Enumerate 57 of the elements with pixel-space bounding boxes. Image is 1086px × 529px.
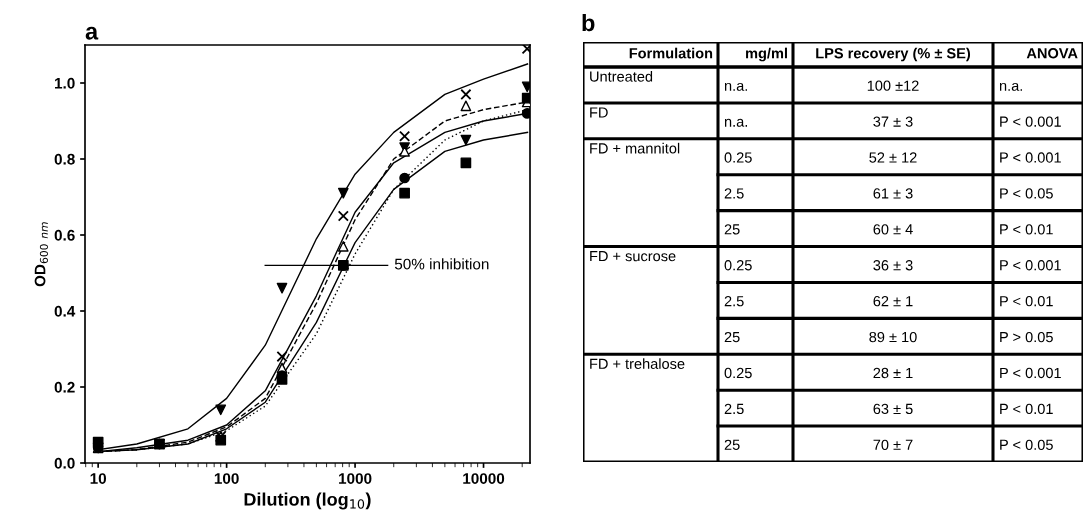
text: 37 ± 3 [873, 116, 913, 127]
text: P < 0.01 [1000, 224, 1053, 235]
text: FD + trehalose [590, 358, 685, 369]
y-tick-label: 0.0 [54, 457, 75, 469]
text: 28 ± 1 [873, 367, 913, 379]
text: n.a. [724, 82, 747, 91]
text: n.a. [999, 82, 1022, 91]
category-label: LPS recovery (% ± SE) [816, 47, 971, 62]
ref-line-label: 50% inhibition [394, 258, 489, 270]
text: P < 0.05 [1000, 439, 1053, 450]
x-tick-label: 10000 [463, 473, 505, 484]
text: FD [590, 107, 608, 118]
text: 89 ± 10 [869, 331, 917, 343]
text: P < 0.001 [1000, 116, 1061, 127]
text: 52 ± 12 [869, 152, 917, 163]
chart-title: a [85, 26, 99, 40]
text: P < 0.001 [1000, 367, 1061, 379]
text: 100 ±12 [867, 80, 919, 91]
text: 25 [724, 331, 740, 343]
text: P < 0.001 [1000, 152, 1061, 163]
text: FD + mannitol [590, 142, 680, 154]
y-tick-label: 0.6 [54, 229, 75, 241]
text: P < 0.001 [1000, 260, 1061, 271]
text: 36 ± 3 [873, 260, 913, 271]
category-label: Formulation [629, 47, 713, 59]
text: b [582, 13, 595, 32]
x-axis-title: Dilution (log$_{10}$) [244, 492, 371, 510]
text: 25 [724, 439, 740, 450]
category-label: ANOVA [1026, 48, 1078, 59]
text: 62 ± 1 [873, 296, 913, 307]
text: 61 ± 3 [873, 188, 913, 199]
text: 25 [724, 224, 740, 235]
text: FD + sucrose [590, 251, 676, 262]
text: 63 ± 5 [873, 403, 913, 415]
text: P < 0.01 [1000, 403, 1053, 415]
text: 0.25 [724, 260, 752, 271]
y-tick-label: 1.0 [55, 77, 75, 89]
text: 70 ± 7 [873, 439, 913, 450]
text: 2.5 [724, 403, 744, 415]
text: 2.5 [724, 296, 744, 307]
text: n.a. [724, 118, 747, 127]
text: 2.5 [724, 188, 744, 199]
y-axis-title: OD$_{600 nm}$ [34, 222, 48, 287]
text: 0.25 [724, 367, 752, 379]
text: Untreated [590, 71, 653, 82]
x-tick-label: 100 [214, 473, 239, 484]
x-tick-label: 10 [90, 473, 107, 484]
y-tick-label: 0.4 [54, 305, 76, 317]
category-label: mg/ml [746, 47, 787, 62]
x-tick-label: 1000 [339, 473, 372, 484]
text: 0.25 [724, 152, 752, 163]
text: P < 0.05 [1000, 188, 1053, 199]
text: P < 0.01 [1000, 296, 1053, 307]
text: P > 0.05 [1000, 331, 1053, 343]
y-tick-label: 0.8 [54, 153, 75, 165]
y-tick-label: 0.2 [54, 381, 75, 393]
text: 60 ± 4 [873, 224, 913, 235]
